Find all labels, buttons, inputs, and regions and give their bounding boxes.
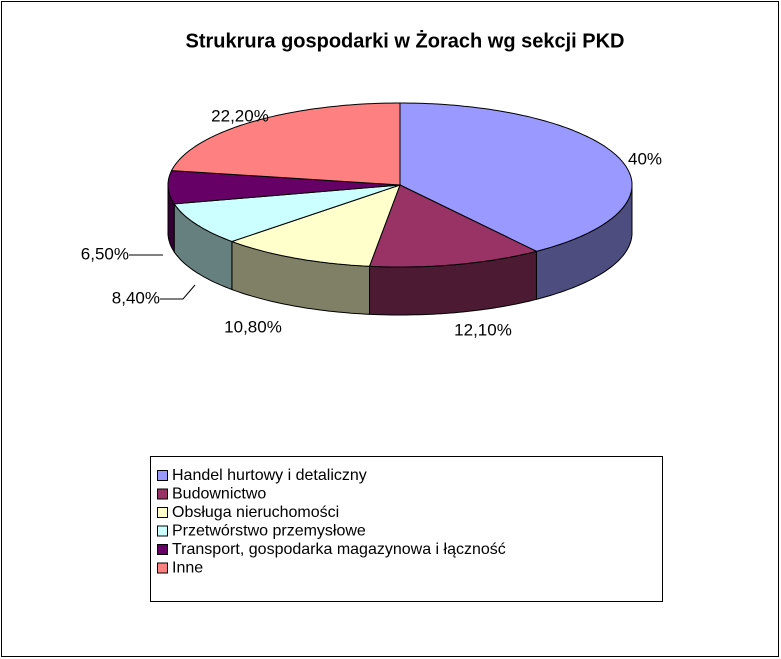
pie-slice xyxy=(230,184,401,267)
leader-line xyxy=(160,284,196,300)
data-label: 12,10% xyxy=(454,320,512,339)
legend-swatch xyxy=(157,488,168,500)
pie-slice xyxy=(399,102,633,252)
legend-swatch xyxy=(157,544,168,555)
pie xyxy=(167,102,633,316)
legend-swatch xyxy=(157,470,168,481)
legend-swatch xyxy=(157,507,168,518)
legend-label: Obsługa nieruchomości xyxy=(172,504,339,521)
data-label: 6,50% xyxy=(81,244,129,263)
legend-label: Transport, gospodarka magazynowa i łączn… xyxy=(172,541,506,558)
pie-slice xyxy=(368,184,538,268)
data-label: 10,80% xyxy=(224,317,282,336)
legend-label: Przetwórstwo przemysłowe xyxy=(172,523,366,540)
data-label: 8,40% xyxy=(112,288,160,307)
chart-title: Strukrura gospodarki w Żorach wg sekcji … xyxy=(185,29,624,52)
legend-label: Budownictwo xyxy=(172,486,266,503)
legend-box xyxy=(150,456,663,602)
legend-label: Inne xyxy=(172,560,203,577)
legend-swatch xyxy=(157,562,168,574)
pie-slice xyxy=(173,184,401,243)
data-label: 40% xyxy=(628,149,662,168)
legend-swatch xyxy=(157,525,168,537)
pie-slice xyxy=(170,102,401,186)
legend-label: Handel hurtowy i detaliczny xyxy=(172,467,367,484)
pie-slice xyxy=(167,170,401,205)
data-label: 22,20% xyxy=(211,106,269,125)
